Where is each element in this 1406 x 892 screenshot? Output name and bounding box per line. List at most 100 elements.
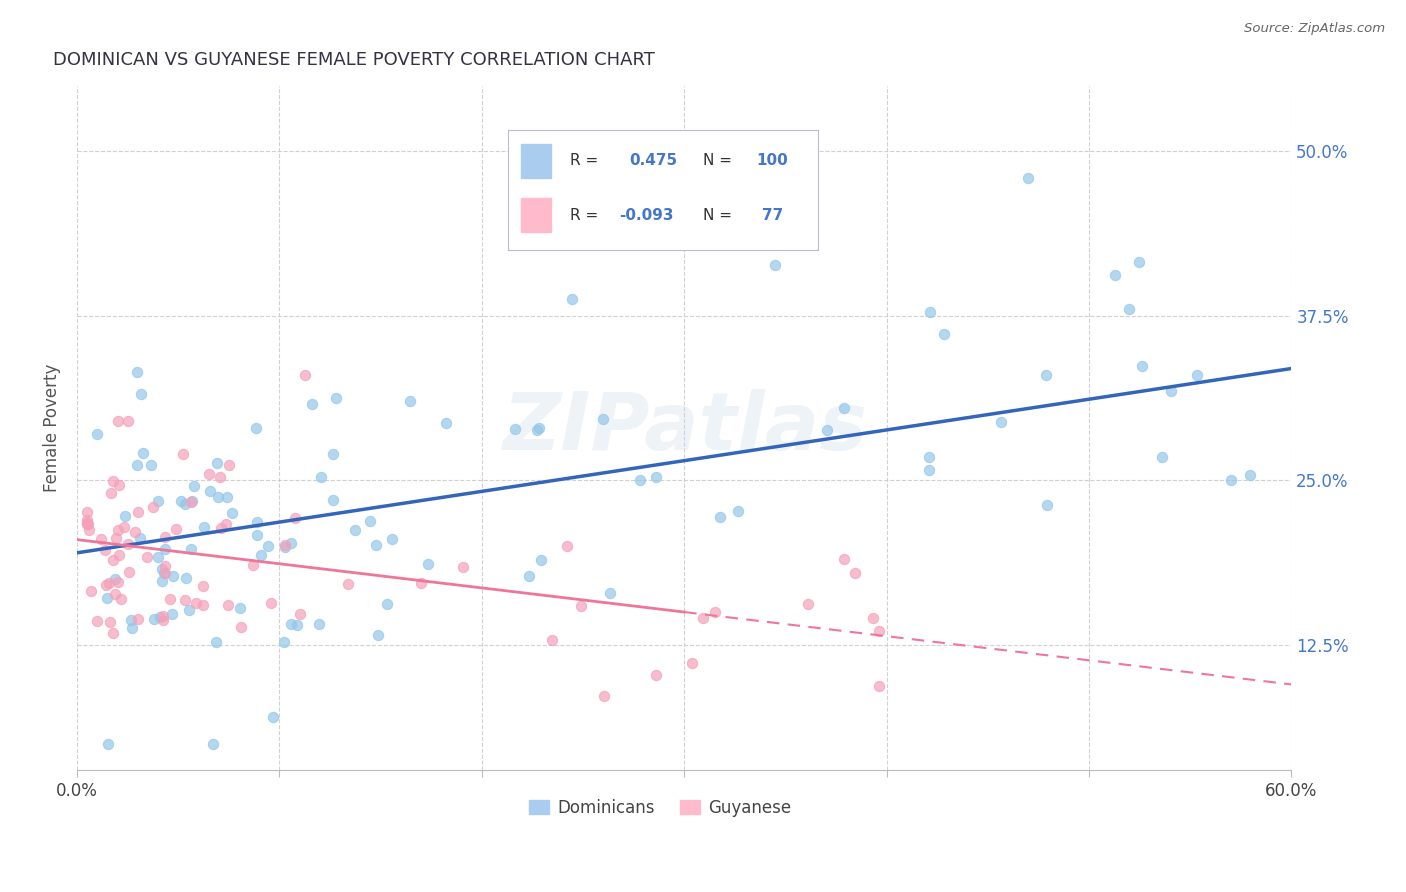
Point — [569, 599, 592, 613]
Point — [215, 517, 238, 532]
Point — [308, 617, 330, 632]
Point — [105, 531, 128, 545]
Point — [128, 531, 150, 545]
Point — [76, 516, 98, 530]
Point — [117, 414, 139, 428]
Point — [1152, 450, 1174, 465]
Point — [198, 484, 221, 499]
Point — [645, 668, 668, 682]
Point — [434, 416, 457, 430]
Point — [1128, 255, 1150, 269]
Point — [364, 538, 387, 552]
Point — [97, 737, 120, 751]
Point — [273, 635, 295, 649]
Point — [221, 506, 243, 520]
Point — [1239, 468, 1261, 483]
Point — [152, 608, 174, 623]
Point — [359, 515, 381, 529]
Point — [211, 521, 233, 535]
Point — [198, 467, 221, 481]
Point — [76, 513, 98, 527]
Point — [322, 493, 344, 508]
Point — [274, 538, 297, 552]
Point — [148, 493, 170, 508]
Point — [673, 197, 696, 211]
Point — [131, 446, 153, 460]
Point — [599, 585, 621, 599]
Point — [530, 553, 553, 567]
Point — [1118, 302, 1140, 317]
Point — [231, 620, 253, 634]
Point — [107, 523, 129, 537]
Point — [832, 401, 855, 416]
Point — [205, 456, 228, 470]
Point — [260, 596, 283, 610]
Point — [645, 469, 668, 483]
Point — [246, 515, 269, 529]
Point — [107, 414, 129, 428]
Point — [86, 614, 108, 628]
Point — [322, 447, 344, 461]
Point — [93, 543, 115, 558]
Point — [256, 539, 278, 553]
Text: Source: ZipAtlas.com: Source: ZipAtlas.com — [1244, 22, 1385, 36]
Point — [242, 558, 264, 572]
Point — [172, 447, 194, 461]
Point — [285, 617, 308, 632]
Point — [169, 494, 191, 508]
Point — [135, 549, 157, 564]
Point — [517, 569, 540, 583]
Point — [796, 597, 818, 611]
Point — [741, 219, 763, 234]
Point — [120, 614, 142, 628]
Point — [704, 605, 727, 619]
Point — [344, 523, 367, 537]
Point — [245, 421, 267, 435]
Point — [150, 574, 173, 588]
Point — [918, 305, 941, 319]
Point — [367, 628, 389, 642]
Point — [174, 572, 197, 586]
Point — [76, 505, 98, 519]
Point — [868, 680, 890, 694]
Point — [86, 427, 108, 442]
Point — [628, 473, 651, 487]
Point — [918, 462, 941, 476]
Legend: Dominicans, Guyanese: Dominicans, Guyanese — [522, 792, 797, 823]
Point — [94, 578, 117, 592]
Point — [127, 611, 149, 625]
Point — [918, 450, 941, 464]
Point — [218, 458, 240, 472]
Point — [734, 223, 756, 237]
Point — [262, 710, 284, 724]
Point — [153, 559, 176, 574]
Point — [142, 500, 165, 514]
Point — [250, 548, 273, 562]
Point — [183, 479, 205, 493]
Point — [153, 566, 176, 580]
Point — [127, 458, 149, 472]
Point — [1036, 498, 1059, 512]
Point — [832, 551, 855, 566]
Point — [217, 490, 239, 504]
Point — [174, 593, 197, 607]
Point — [311, 470, 333, 484]
Point — [229, 600, 252, 615]
Point — [177, 603, 200, 617]
Point — [555, 539, 578, 553]
Point — [184, 596, 207, 610]
Point — [815, 423, 838, 437]
Point — [1185, 368, 1208, 382]
Point — [174, 497, 197, 511]
Point — [217, 598, 239, 612]
Point — [110, 592, 132, 607]
Point — [104, 573, 127, 587]
Point — [207, 490, 229, 504]
Point — [592, 690, 614, 704]
Point — [844, 566, 866, 580]
Point — [165, 522, 187, 536]
Point — [862, 611, 884, 625]
Point — [409, 575, 432, 590]
Point — [127, 505, 149, 519]
Point — [150, 562, 173, 576]
